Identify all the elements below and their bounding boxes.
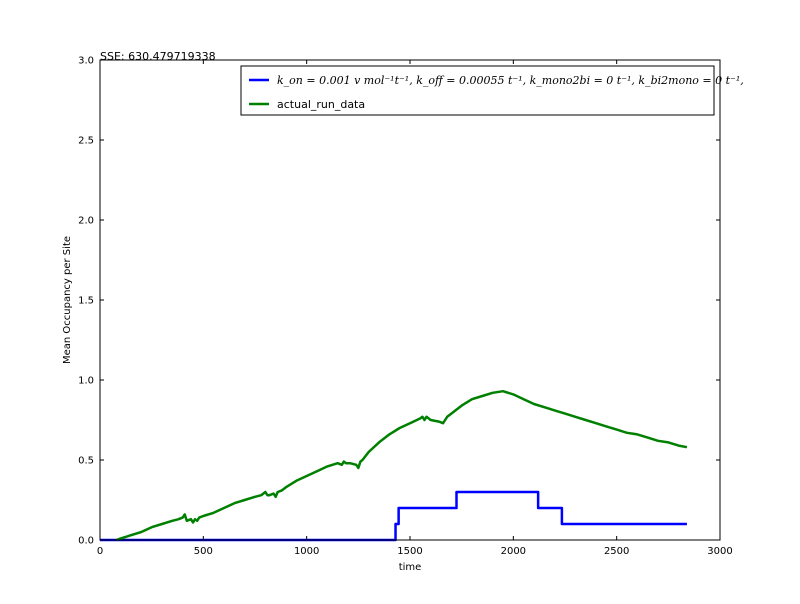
y-tick-label: 1.0 (78, 376, 94, 387)
x-tick-label: 2500 (604, 546, 629, 557)
plot-area (99, 59, 721, 542)
plot-frame (99, 59, 721, 541)
chart-title: SSE: 630.479719338 (100, 50, 216, 63)
series-line-0 (100, 490, 687, 542)
y-tick-label: 2.0 (78, 216, 94, 227)
y-tick-label: 2.5 (78, 136, 94, 147)
legend-box (240, 65, 715, 116)
y-tick-label: 1.5 (78, 296, 94, 307)
axis-ticks: 0 500 1000 1500 2000 2500 3000 0.0 0.5 1.0 1.5 2.0 2… (78, 56, 733, 558)
x-tick-label: 0 (97, 546, 103, 557)
x-tick-label: 1000 (294, 546, 319, 557)
x-tick-label: 1500 (397, 546, 422, 557)
y-axis-label: Mean Occupancy per Site (62, 236, 73, 364)
y-tick-label: 0.0 (78, 536, 94, 547)
x-axis-label: time (399, 562, 422, 573)
x-tick-label: 2000 (501, 546, 526, 557)
y-tick-label: 0.5 (78, 456, 94, 467)
legend-label-0: k_on = 0.001 v mol⁻¹t⁻¹, k_off = 0.00055… (277, 74, 744, 87)
legend: k_on = 0.001 v mol⁻¹t⁻¹, k_off = 0.00055… (240, 65, 744, 116)
series-line-1 (116, 389, 688, 542)
legend-label-1: actual_run_data (277, 98, 365, 111)
x-tick-label: 3000 (707, 546, 732, 557)
y-tick-label: 3.0 (78, 56, 94, 67)
x-tick-label: 500 (194, 546, 213, 557)
